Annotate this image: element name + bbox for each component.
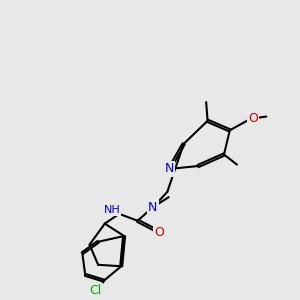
Text: N: N (148, 201, 158, 214)
Text: Cl: Cl (89, 284, 101, 297)
Text: O: O (248, 112, 258, 125)
Text: N: N (165, 162, 174, 176)
Text: NH: NH (103, 205, 120, 214)
Text: O: O (154, 226, 164, 239)
